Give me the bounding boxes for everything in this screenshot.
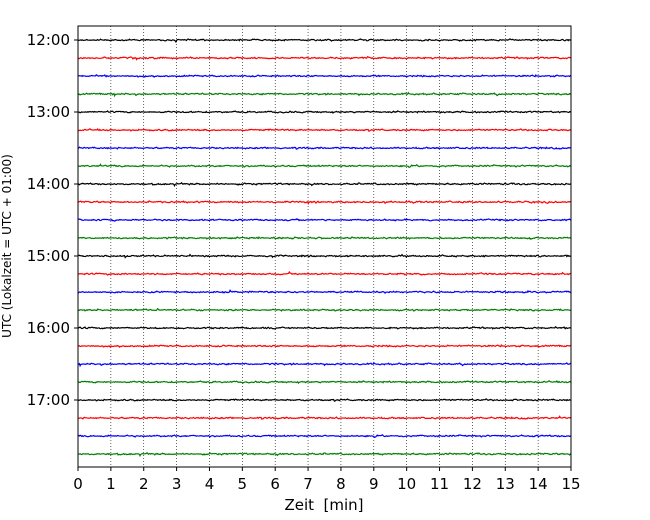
trace-line-1630 [77, 361, 572, 368]
plot-frame [77, 25, 572, 468]
x-tick-label: 3 [172, 475, 182, 493]
x-tick-label: 12 [463, 475, 482, 493]
trace-line-1345 [78, 163, 572, 169]
x-tick-label: 14 [529, 475, 548, 493]
y-axis-ticks: 12:00 13:00 14:00 15:00 16:00 17:00 [27, 31, 78, 409]
trace-line-1215 [77, 55, 572, 61]
trace-line-1715 [77, 415, 572, 420]
x-tick-label: 13 [496, 475, 515, 493]
trace-line-1400 [77, 181, 572, 188]
trace-line-1445 [77, 236, 572, 240]
y-tick-label: 13:00 [27, 103, 70, 121]
x-tick-label: 5 [238, 475, 248, 493]
trace-line-1515 [77, 270, 572, 276]
x-tick-label: 0 [73, 475, 83, 493]
y-tick-label: 16:00 [27, 319, 70, 337]
trace-line-1745 [77, 451, 572, 458]
trace-line-1230 [77, 73, 572, 78]
trace-line-1245 [77, 91, 572, 98]
trace-line-1300 [77, 110, 572, 115]
y-tick-label: 12:00 [27, 31, 70, 49]
trace-line-1200 [77, 38, 572, 44]
trace-line-1330 [77, 146, 572, 150]
x-tick-label: 7 [303, 475, 313, 493]
trace-line-1430 [77, 218, 572, 222]
trace-line-1530 [77, 288, 572, 295]
x-axis-ticks: 0 1 2 3 4 5 6 7 8 9 10 11 12 13 14 15 [73, 467, 581, 493]
trace-line-1600 [77, 326, 572, 330]
x-tick-label: 8 [336, 475, 346, 493]
x-tick-label: 1 [106, 475, 116, 493]
trace-line-1615 [77, 343, 572, 348]
trace-line-1700 [77, 398, 572, 402]
x-tick-label: 2 [139, 475, 149, 493]
x-tick-label: 6 [270, 475, 280, 493]
x-tick-label: 10 [397, 475, 416, 493]
trace-line-1545 [77, 307, 572, 312]
trace-lines [77, 38, 572, 458]
trace-line-1645 [77, 380, 572, 385]
trace-line-1315 [77, 128, 572, 132]
trace-line-1730 [77, 433, 572, 439]
y-tick-label: 14:00 [27, 175, 70, 193]
y-tick-label: 15:00 [27, 247, 70, 265]
y-tick-label: 17:00 [27, 391, 70, 409]
x-tick-label: 9 [369, 475, 379, 493]
x-tick-label: 4 [205, 475, 215, 493]
x-tick-label: 15 [561, 475, 580, 493]
x-axis-label: Zeit [min] [284, 496, 363, 514]
y-axis-label: UTC (Lokalzeit = UTC + 01:00) [0, 154, 14, 338]
trace-line-1415 [77, 200, 572, 206]
trace-line-1500 [77, 253, 572, 259]
x-tick-label: 11 [430, 475, 449, 493]
